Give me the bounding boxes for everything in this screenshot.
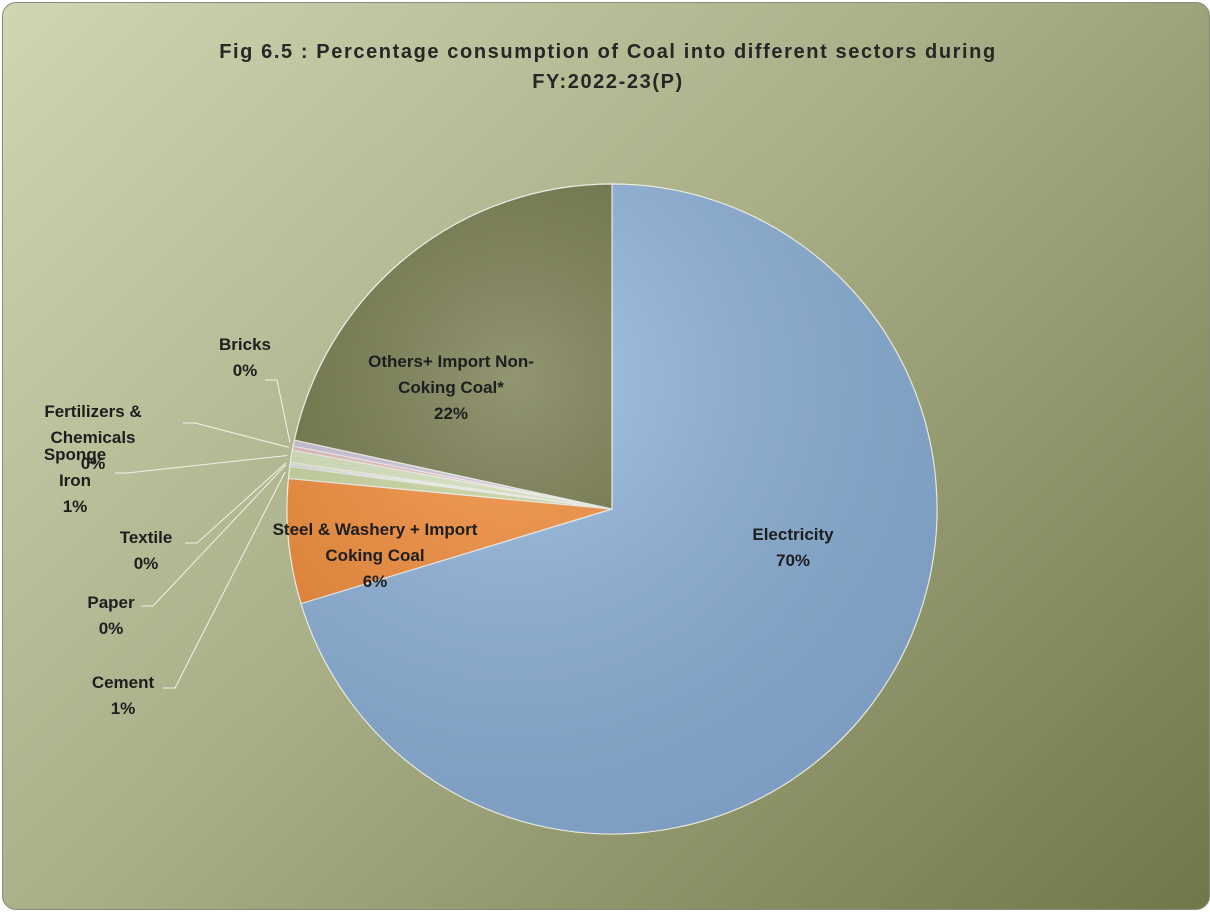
data-label: Paper 0% <box>61 590 161 642</box>
category-label: Fertilizers & Chemicals <box>44 402 142 447</box>
leader-line <box>115 454 288 474</box>
category-label: Bricks <box>219 335 271 354</box>
leader-line <box>183 422 289 448</box>
category-label: Sponge Iron <box>43 445 107 490</box>
data-label: Sponge Iron 1% <box>35 442 115 520</box>
value-label: 0% <box>98 619 124 638</box>
chart-title: Fig 6.5 : Percentage consumption of Coal… <box>219 41 997 93</box>
category-label: Paper <box>87 593 135 612</box>
value-label: 0% <box>133 554 159 573</box>
value-label: 6% <box>362 572 388 591</box>
value-label: 22% <box>433 404 469 423</box>
value-label: 1% <box>62 497 88 516</box>
value-label: 0% <box>232 361 258 380</box>
leader-line <box>163 471 286 689</box>
data-label: Others+ Import Non-Coking Coal* 22% <box>346 349 556 427</box>
data-label: Steel & Washery + Import Coking Coal 6% <box>270 517 480 595</box>
category-label: Steel & Washery + Import Coking Coal <box>272 520 478 565</box>
category-label: Textile <box>119 528 173 547</box>
value-label: 70% <box>775 551 811 570</box>
leader-line <box>141 464 287 607</box>
category-label: Cement <box>91 673 155 692</box>
data-label: Textile 0% <box>96 525 196 577</box>
value-label: 0% <box>80 454 106 473</box>
data-label: Cement 1% <box>73 670 173 722</box>
pie-canvas <box>115 183 938 835</box>
value-label: 1% <box>110 699 136 718</box>
data-label: Fertilizers & Chemicals 0% <box>18 399 168 477</box>
leader-line <box>265 379 291 443</box>
leader-line <box>185 462 287 544</box>
data-label: Electricity 70% <box>713 522 873 574</box>
data-label: Bricks 0% <box>195 332 295 384</box>
category-label: Others+ Import Non-Coking Coal* <box>368 352 534 397</box>
category-label: Electricity <box>752 525 834 544</box>
